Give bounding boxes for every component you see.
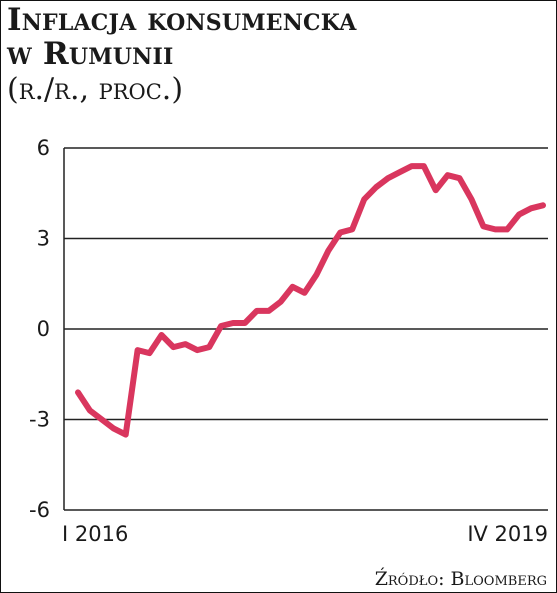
chart-title-line-2: w Rumunii bbox=[7, 36, 174, 72]
y-axis: 6 3 0 -3 -6 bbox=[29, 136, 50, 522]
series-group bbox=[75, 163, 546, 438]
y-tick-label: 0 bbox=[37, 317, 50, 341]
x-tick-label-end: IV 2019 bbox=[467, 522, 548, 546]
y-tick-label: 6 bbox=[37, 136, 50, 160]
chart-title-line-1: Inflacja konsumencka bbox=[7, 2, 357, 38]
chart-subtitle: (r./r., proc.) bbox=[7, 72, 184, 107]
y-tick-label: -6 bbox=[29, 498, 50, 522]
x-axis: I 2016 IV 2019 bbox=[62, 522, 548, 546]
source-note: Źródło: Bloomberg bbox=[374, 568, 547, 590]
y-tick-label: -3 bbox=[29, 408, 50, 432]
series-line-inflation bbox=[75, 163, 546, 438]
x-tick-label-start: I 2016 bbox=[62, 522, 128, 546]
y-tick-label: 3 bbox=[37, 227, 50, 251]
grid-lines bbox=[63, 147, 548, 511]
